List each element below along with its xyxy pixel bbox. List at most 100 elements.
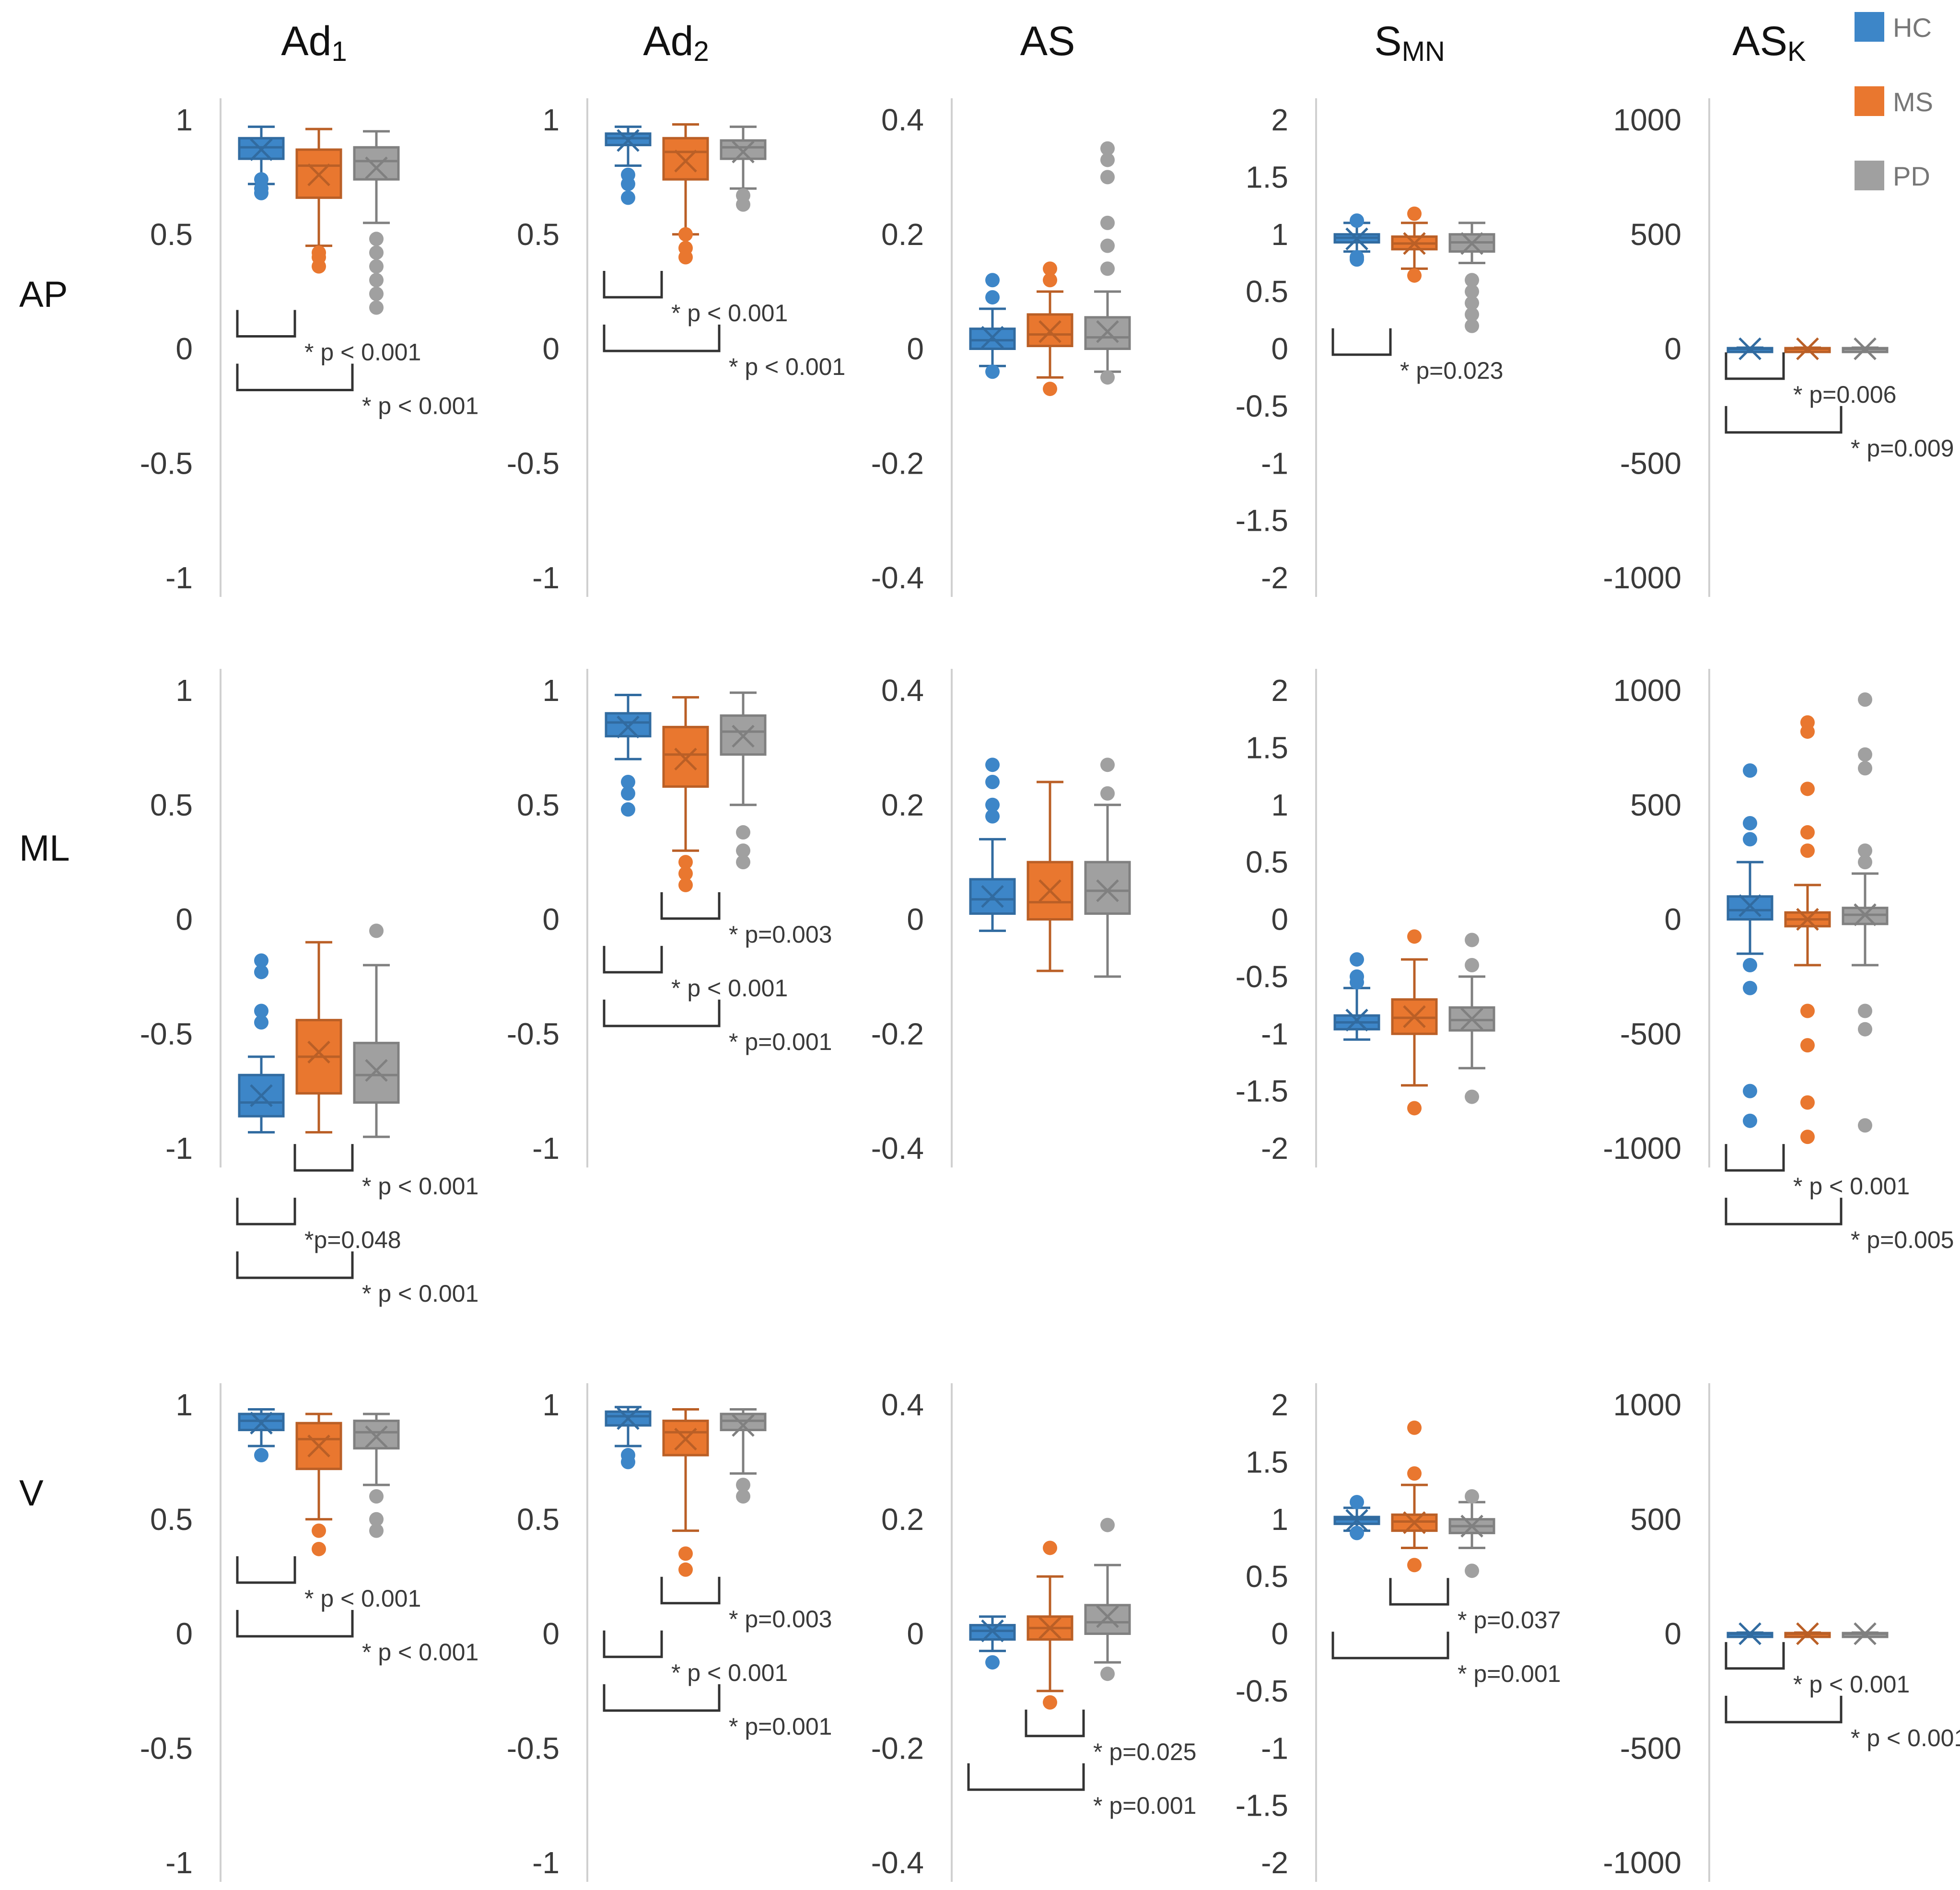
outlier-point [1858,747,1872,762]
outlier-point [985,797,1000,812]
p-value-label: * p < 0.001 [1851,1725,1960,1751]
bracket-line [1725,1198,1843,1225]
y-tick-label: 0 [1271,902,1288,937]
y-tick-label: -1.5 [1236,503,1288,538]
significance-bracket: * p < 0.001 [603,1630,788,1686]
bracket-line [236,1610,354,1638]
panel-ML-smn-axis: -2 -1.5 -1 -0.5 0 0.5 1 1.5 2 [1236,669,1317,1167]
p-value-label: * p < 0.001 [1793,1671,1910,1698]
outlier-point [678,855,693,870]
outlier-point [1407,268,1422,283]
outlier-point [736,1489,750,1504]
mean-marker [307,1040,330,1064]
box-pd [1448,933,1495,1104]
bracket-line [1025,1709,1085,1738]
outlier-point [1743,763,1757,778]
outlier-point [736,825,750,840]
mean-marker [1460,1515,1483,1538]
box-hc [605,1406,652,1470]
box-ms [1027,261,1073,397]
outlier-point [985,1655,1000,1670]
outlier-point [985,364,1000,379]
p-value-label: * p=0.001 [729,1713,832,1740]
mean-marker [732,724,755,748]
outlier-point [1350,1494,1364,1509]
significance-bracket: *p=0.048 [236,1198,401,1253]
y-tick-label: 0.5 [150,217,193,252]
outlier-point [678,227,693,242]
panel-AP-ad1: * p < 0.001 * p < 0.001 [236,125,478,420]
y-tick-label: -1 [532,1131,560,1166]
outlier-point [1100,215,1115,230]
y-tick-label: -0.5 [1236,959,1288,994]
bracket-line [603,325,721,352]
outlier-point [369,232,384,246]
panel-AP-ad2: * p < 0.001 * p < 0.001 [603,123,845,380]
box-hc [1727,337,1773,361]
y-tick-label: -0.2 [871,1016,924,1051]
box-hc [605,125,652,205]
column-title-subscript: K [1787,36,1806,67]
mean-marker [1738,1622,1762,1645]
y-tick-label: 0.4 [881,103,924,137]
mean-marker [365,156,388,180]
y-tick-label: 1000 [1613,1388,1681,1422]
panel-V-ask: * p < 0.001 * p < 0.001 [1725,1622,1960,1751]
box-hc [605,694,652,817]
outlier-point [985,290,1000,305]
box-iqr [662,137,709,181]
column-title-ad2: Ad2 [643,18,709,67]
p-value-label: * p < 0.001 [304,339,421,366]
y-tick-label: 1.5 [1246,1445,1288,1479]
p-value-label: * p < 0.001 [729,353,845,380]
mean-marker [1460,1007,1483,1030]
box-ms [1027,781,1073,972]
p-value-label: * p < 0.001 [362,393,478,420]
panel-AP-ad1-axis: -1 -0.5 0 0.5 1 [140,98,222,597]
bracket-line [603,271,663,299]
y-tick-label: 0 [907,1617,924,1651]
y-tick-label: -0.4 [871,560,924,595]
y-tick-label: 0 [1271,1617,1288,1651]
outlier-point [369,300,384,315]
box-ms [1391,206,1438,283]
significance-bracket: * p < 0.001 [1725,1642,1910,1698]
y-tick-label: -1 [532,560,560,595]
y-tick-label: 2 [1271,103,1288,137]
bracket-line [236,1556,296,1584]
outlier-point [1858,843,1872,858]
panel-AP-smn-axis: -2 -1.5 -1 -0.5 0 0.5 1 1.5 2 [1236,98,1317,597]
outlier-point [1465,1563,1479,1578]
significance-bracket: * p < 0.001 [236,310,421,366]
y-tick-label: -500 [1620,446,1681,480]
y-tick-label: -1000 [1603,1131,1681,1166]
p-value-label: * p < 0.001 [671,300,788,327]
bracket-line [1331,1632,1449,1659]
outlier-point [1465,318,1479,333]
box-iqr [295,148,342,199]
box-pd [1842,692,1889,1133]
p-value-label: * p=0.023 [1400,357,1503,384]
significance-bracket: * p < 0.001 [293,1144,478,1200]
box-pd [353,1412,400,1538]
outlier-point [1465,933,1479,947]
box-ms [662,123,709,265]
box-hc [238,1408,285,1463]
box-iqr [605,1410,652,1427]
y-tick-label: 2 [1271,673,1288,708]
column-title-as: AS [1020,18,1075,64]
outlier-point [1800,1095,1815,1110]
box-pd [1842,1622,1889,1645]
significance-bracket: * p=0.001 [1331,1632,1561,1687]
mean-marker [1096,879,1119,902]
y-tick-label: -1.5 [1236,1788,1288,1823]
y-tick-label: 1 [542,1388,560,1422]
outlier-point [1350,1526,1364,1540]
outlier-point [1800,843,1815,858]
box-iqr [1027,313,1073,348]
y-tick-label: 1 [175,103,193,137]
y-tick-label: 0.2 [881,788,924,822]
box-pd [353,130,400,315]
panel-ML-as-axis: -0.4 -0.2 0 0.2 0.4 [871,669,953,1167]
column-title-ad1: Ad1 [281,18,347,67]
